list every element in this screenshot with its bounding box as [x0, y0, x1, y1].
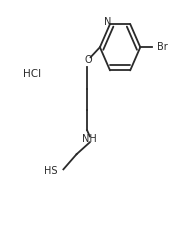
Text: O: O — [84, 55, 92, 65]
Text: HS: HS — [44, 165, 58, 176]
Text: N: N — [104, 17, 112, 27]
Text: NH: NH — [82, 134, 97, 144]
Text: Br: Br — [157, 42, 168, 52]
Text: HCl: HCl — [23, 69, 41, 79]
